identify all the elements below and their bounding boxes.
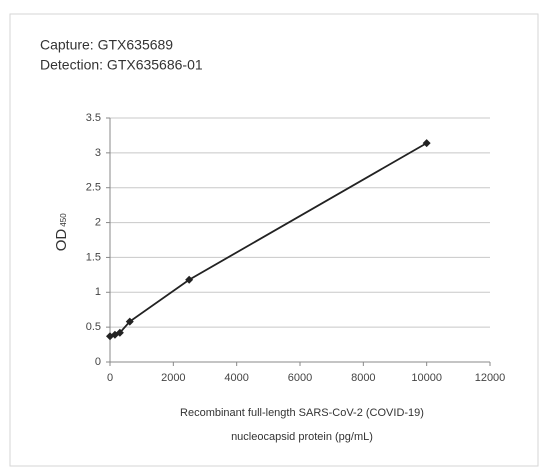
x-tick-label: 2000: [161, 372, 185, 384]
x-axis-label: nucleocapsid protein (pg/mL): [231, 431, 373, 443]
y-tick-label: 3: [95, 147, 101, 159]
data-point: [422, 139, 431, 148]
x-axis-label: Recombinant full-length SARS-CoV-2 (COVI…: [180, 407, 424, 419]
chart-title-line: Detection: GTX635686-01: [40, 57, 203, 73]
data-point: [185, 275, 194, 284]
y-tick-label: 2.5: [86, 182, 101, 194]
y-axis-label-sub: 450: [59, 213, 68, 227]
y-axis-label: OD: [53, 229, 70, 252]
x-tick-label: 0: [107, 372, 113, 384]
data-point: [125, 317, 134, 326]
y-tick-label: 1.5: [86, 251, 101, 263]
y-axis-label-group: OD 450: [53, 213, 70, 251]
chart-title-line: Capture: GTX635689: [40, 37, 173, 53]
chart-frame: [9, 13, 539, 467]
x-tick-label: 6000: [288, 372, 312, 384]
y-tick-label: 2: [95, 216, 101, 228]
x-tick-label: 10000: [411, 372, 442, 384]
y-tick-label: 3.5: [86, 112, 101, 124]
x-tick-label: 8000: [351, 372, 375, 384]
y-tick-label: 0.5: [86, 321, 101, 333]
y-tick-label: 1: [95, 286, 101, 298]
y-tick-label: 0: [95, 356, 101, 368]
x-tick-label: 12000: [475, 372, 506, 384]
x-tick-label: 4000: [224, 372, 248, 384]
data-point: [115, 328, 124, 337]
